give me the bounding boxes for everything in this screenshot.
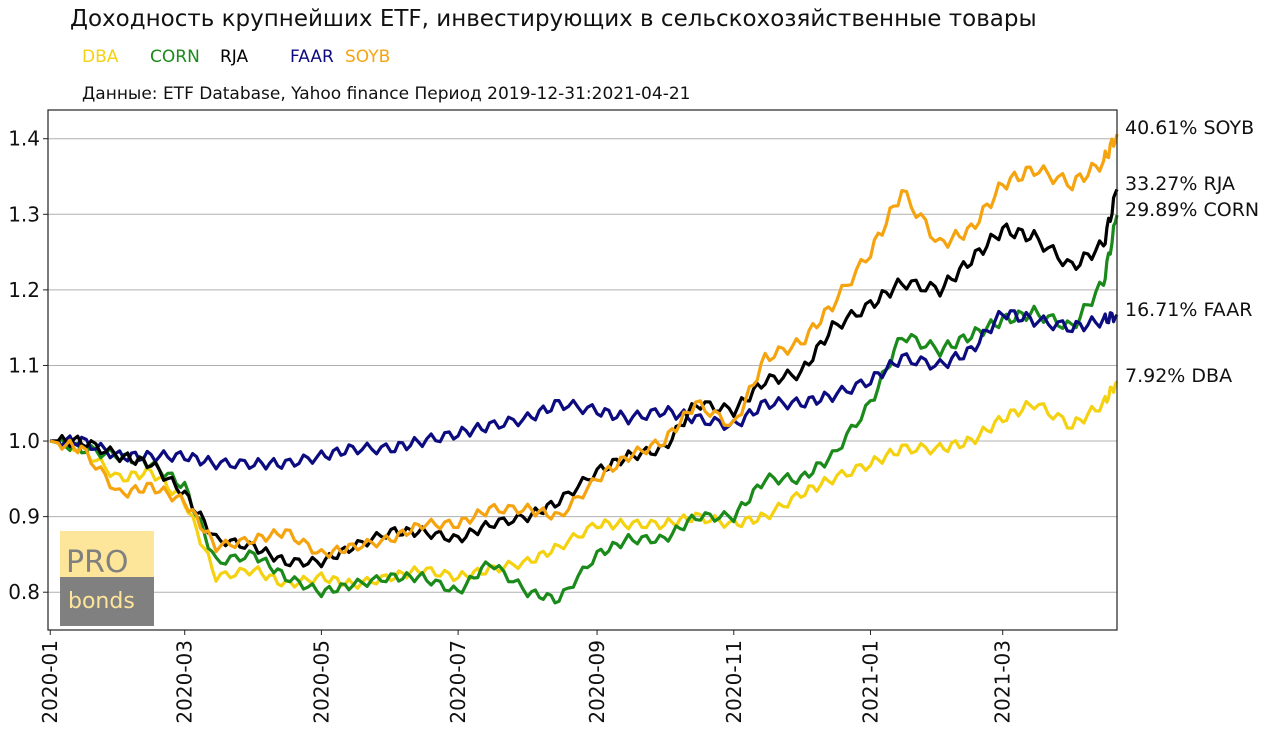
legend-item-faar: FAAR <box>290 47 334 67</box>
y-tick-label: 1.0 <box>8 429 40 453</box>
series-lines <box>49 133 1119 605</box>
legend-item-dba: DBA <box>82 47 119 67</box>
y-tick-label: 0.8 <box>8 580 40 604</box>
series-line-faar <box>50 309 1119 471</box>
legend: DBA CORN RJA FAAR SOYB <box>82 47 390 67</box>
legend-item-corn: CORN <box>150 47 200 67</box>
x-tick-label: 2021-03 <box>991 640 1015 724</box>
x-tick-label: 2020-05 <box>309 640 333 724</box>
end-label-dba: 7.92% DBA <box>1125 365 1232 387</box>
x-tick-label: 2020-11 <box>722 640 746 724</box>
series-line-corn <box>49 214 1119 605</box>
x-tick-label: 2020-01 <box>38 640 62 724</box>
logo-pro: PRO <box>66 545 129 580</box>
series-line-rja <box>50 188 1119 569</box>
axes: 0.8 0.9 1.0 1.1 1.2 1.3 1.4 2020-01 2020-03 2020-… <box>8 127 1015 724</box>
end-labels: 7.92% DBA 29.89% CORN 16.71% FAAR 33.27% RJ… <box>1125 117 1259 387</box>
x-tick-label: 2020-07 <box>446 640 470 724</box>
x-tick-label: 2020-03 <box>173 640 197 724</box>
chart-subtitle: Данные: ETF Database, Yahoo finance Пери… <box>82 84 690 104</box>
y-tick-label: 1.4 <box>8 127 40 151</box>
legend-item-rja: RJA <box>220 47 249 67</box>
y-tick-label: 1.1 <box>8 353 40 377</box>
y-tick-label: 0.9 <box>8 505 40 529</box>
logo: PRO bonds <box>60 531 154 626</box>
grid <box>48 138 1117 593</box>
y-tick-label: 1.3 <box>8 202 40 226</box>
end-label-rja: 33.27% RJA <box>1125 173 1235 195</box>
chart-title: Доходность крупнейших ETF, инвестирующих… <box>70 6 1037 32</box>
x-tick-label: 2021-01 <box>858 640 882 724</box>
logo-bonds: bonds <box>68 589 135 614</box>
y-tick-label: 1.2 <box>8 278 40 302</box>
series-line-soyb <box>49 133 1119 559</box>
plot-frame <box>47 109 1118 631</box>
end-label-faar: 16.71% FAAR <box>1125 299 1252 321</box>
series-line-dba <box>49 380 1119 590</box>
legend-item-soyb: SOYB <box>345 47 390 67</box>
x-tick-label: 2020-09 <box>585 640 609 724</box>
end-label-soyb: 40.61% SOYB <box>1125 117 1254 139</box>
end-label-corn: 29.89% CORN <box>1125 199 1259 221</box>
